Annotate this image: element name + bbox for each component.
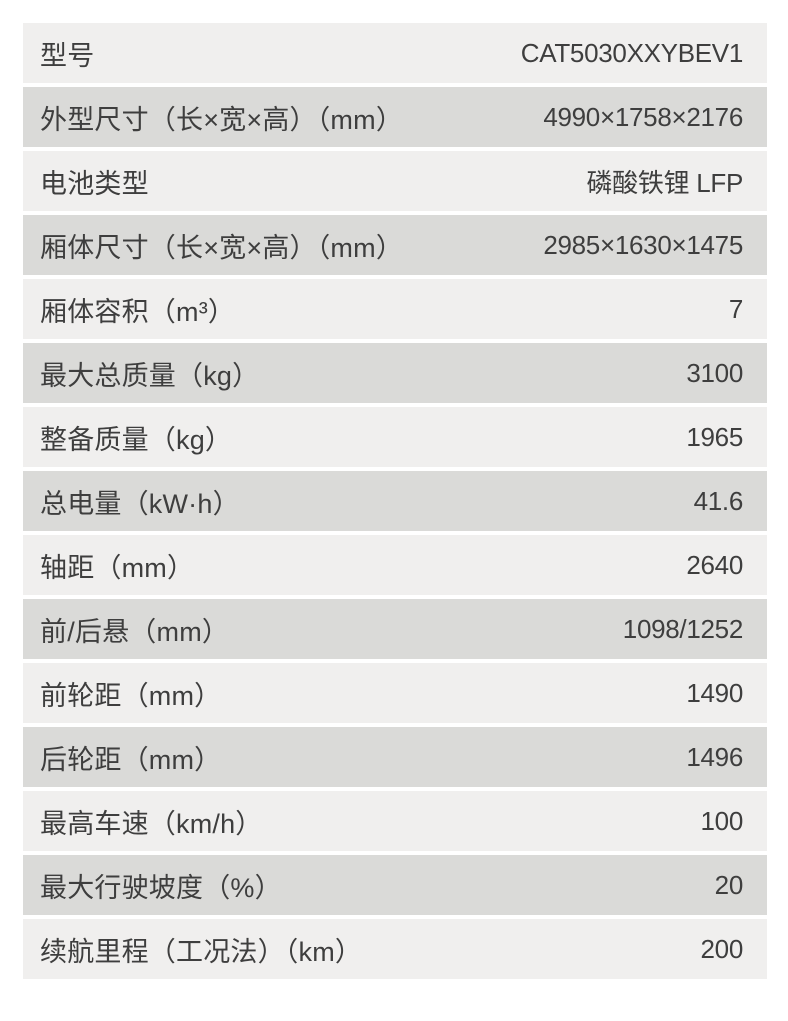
spec-value: 磷酸铁锂 LFP [586,167,743,198]
spec-row: 最高车速（km/h） 100 [23,791,767,851]
spec-label: 最大行驶坡度（%） [40,872,282,903]
spec-label: 总电量（kW·h） [40,488,240,519]
spec-label: 外型尺寸（长×宽×高）（mm） [40,104,404,135]
spec-value: 7 [728,293,743,324]
spec-row: 外型尺寸（长×宽×高）（mm） 4990×1758×2176 [23,87,767,147]
spec-table: 型号 CAT5030XXYBEV1 外型尺寸（长×宽×高）（mm） 4990×1… [23,23,767,979]
spec-value: 200 [700,933,744,964]
spec-row: 最大总质量（kg） 3100 [23,343,767,403]
spec-value: 2640 [686,549,743,580]
spec-row: 续航里程（工况法）（km） 200 [23,919,767,979]
spec-value: 1098/1252 [622,613,744,644]
spec-row: 最大行驶坡度（%） 20 [23,855,767,915]
spec-row: 轴距（mm） 2640 [23,535,767,595]
spec-row: 整备质量（kg） 1965 [23,407,767,467]
spec-value: CAT5030XXYBEV1 [520,37,744,68]
spec-row: 前/后悬（mm） 1098/1252 [23,599,767,659]
spec-label: 型号 [40,40,95,71]
spec-label: 前/后悬（mm） [40,616,230,647]
spec-label: 厢体容积（m³） [40,296,236,327]
spec-row: 电池类型 磷酸铁锂 LFP [23,151,767,211]
spec-value: 41.6 [693,485,744,516]
spec-label: 最高车速（km/h） [40,808,263,839]
spec-value: 3100 [686,357,743,388]
spec-row: 厢体尺寸（长×宽×高）（mm） 2985×1630×1475 [23,215,767,275]
spec-label: 后轮距（mm） [40,744,222,775]
spec-label: 厢体尺寸（长×宽×高）（mm） [40,232,404,263]
spec-label: 续航里程（工况法）（km） [40,936,363,967]
spec-value: 20 [714,869,744,900]
spec-row: 型号 CAT5030XXYBEV1 [23,23,767,83]
spec-value: 2985×1630×1475 [543,229,743,260]
spec-value: 1490 [686,677,743,708]
spec-row: 后轮距（mm） 1496 [23,727,767,787]
spec-label: 轴距（mm） [40,552,195,583]
spec-label: 最大总质量（kg） [40,360,260,391]
spec-label: 前轮距（mm） [40,680,222,711]
spec-row: 厢体容积（m³） 7 [23,279,767,339]
spec-value: 4990×1758×2176 [543,101,743,132]
spec-row: 总电量（kW·h） 41.6 [23,471,767,531]
spec-value: 1965 [686,421,743,452]
spec-label: 电池类型 [40,168,149,199]
spec-value: 100 [700,805,744,836]
spec-value: 1496 [686,741,743,772]
spec-row: 前轮距（mm） 1490 [23,663,767,723]
spec-label: 整备质量（kg） [40,424,233,455]
